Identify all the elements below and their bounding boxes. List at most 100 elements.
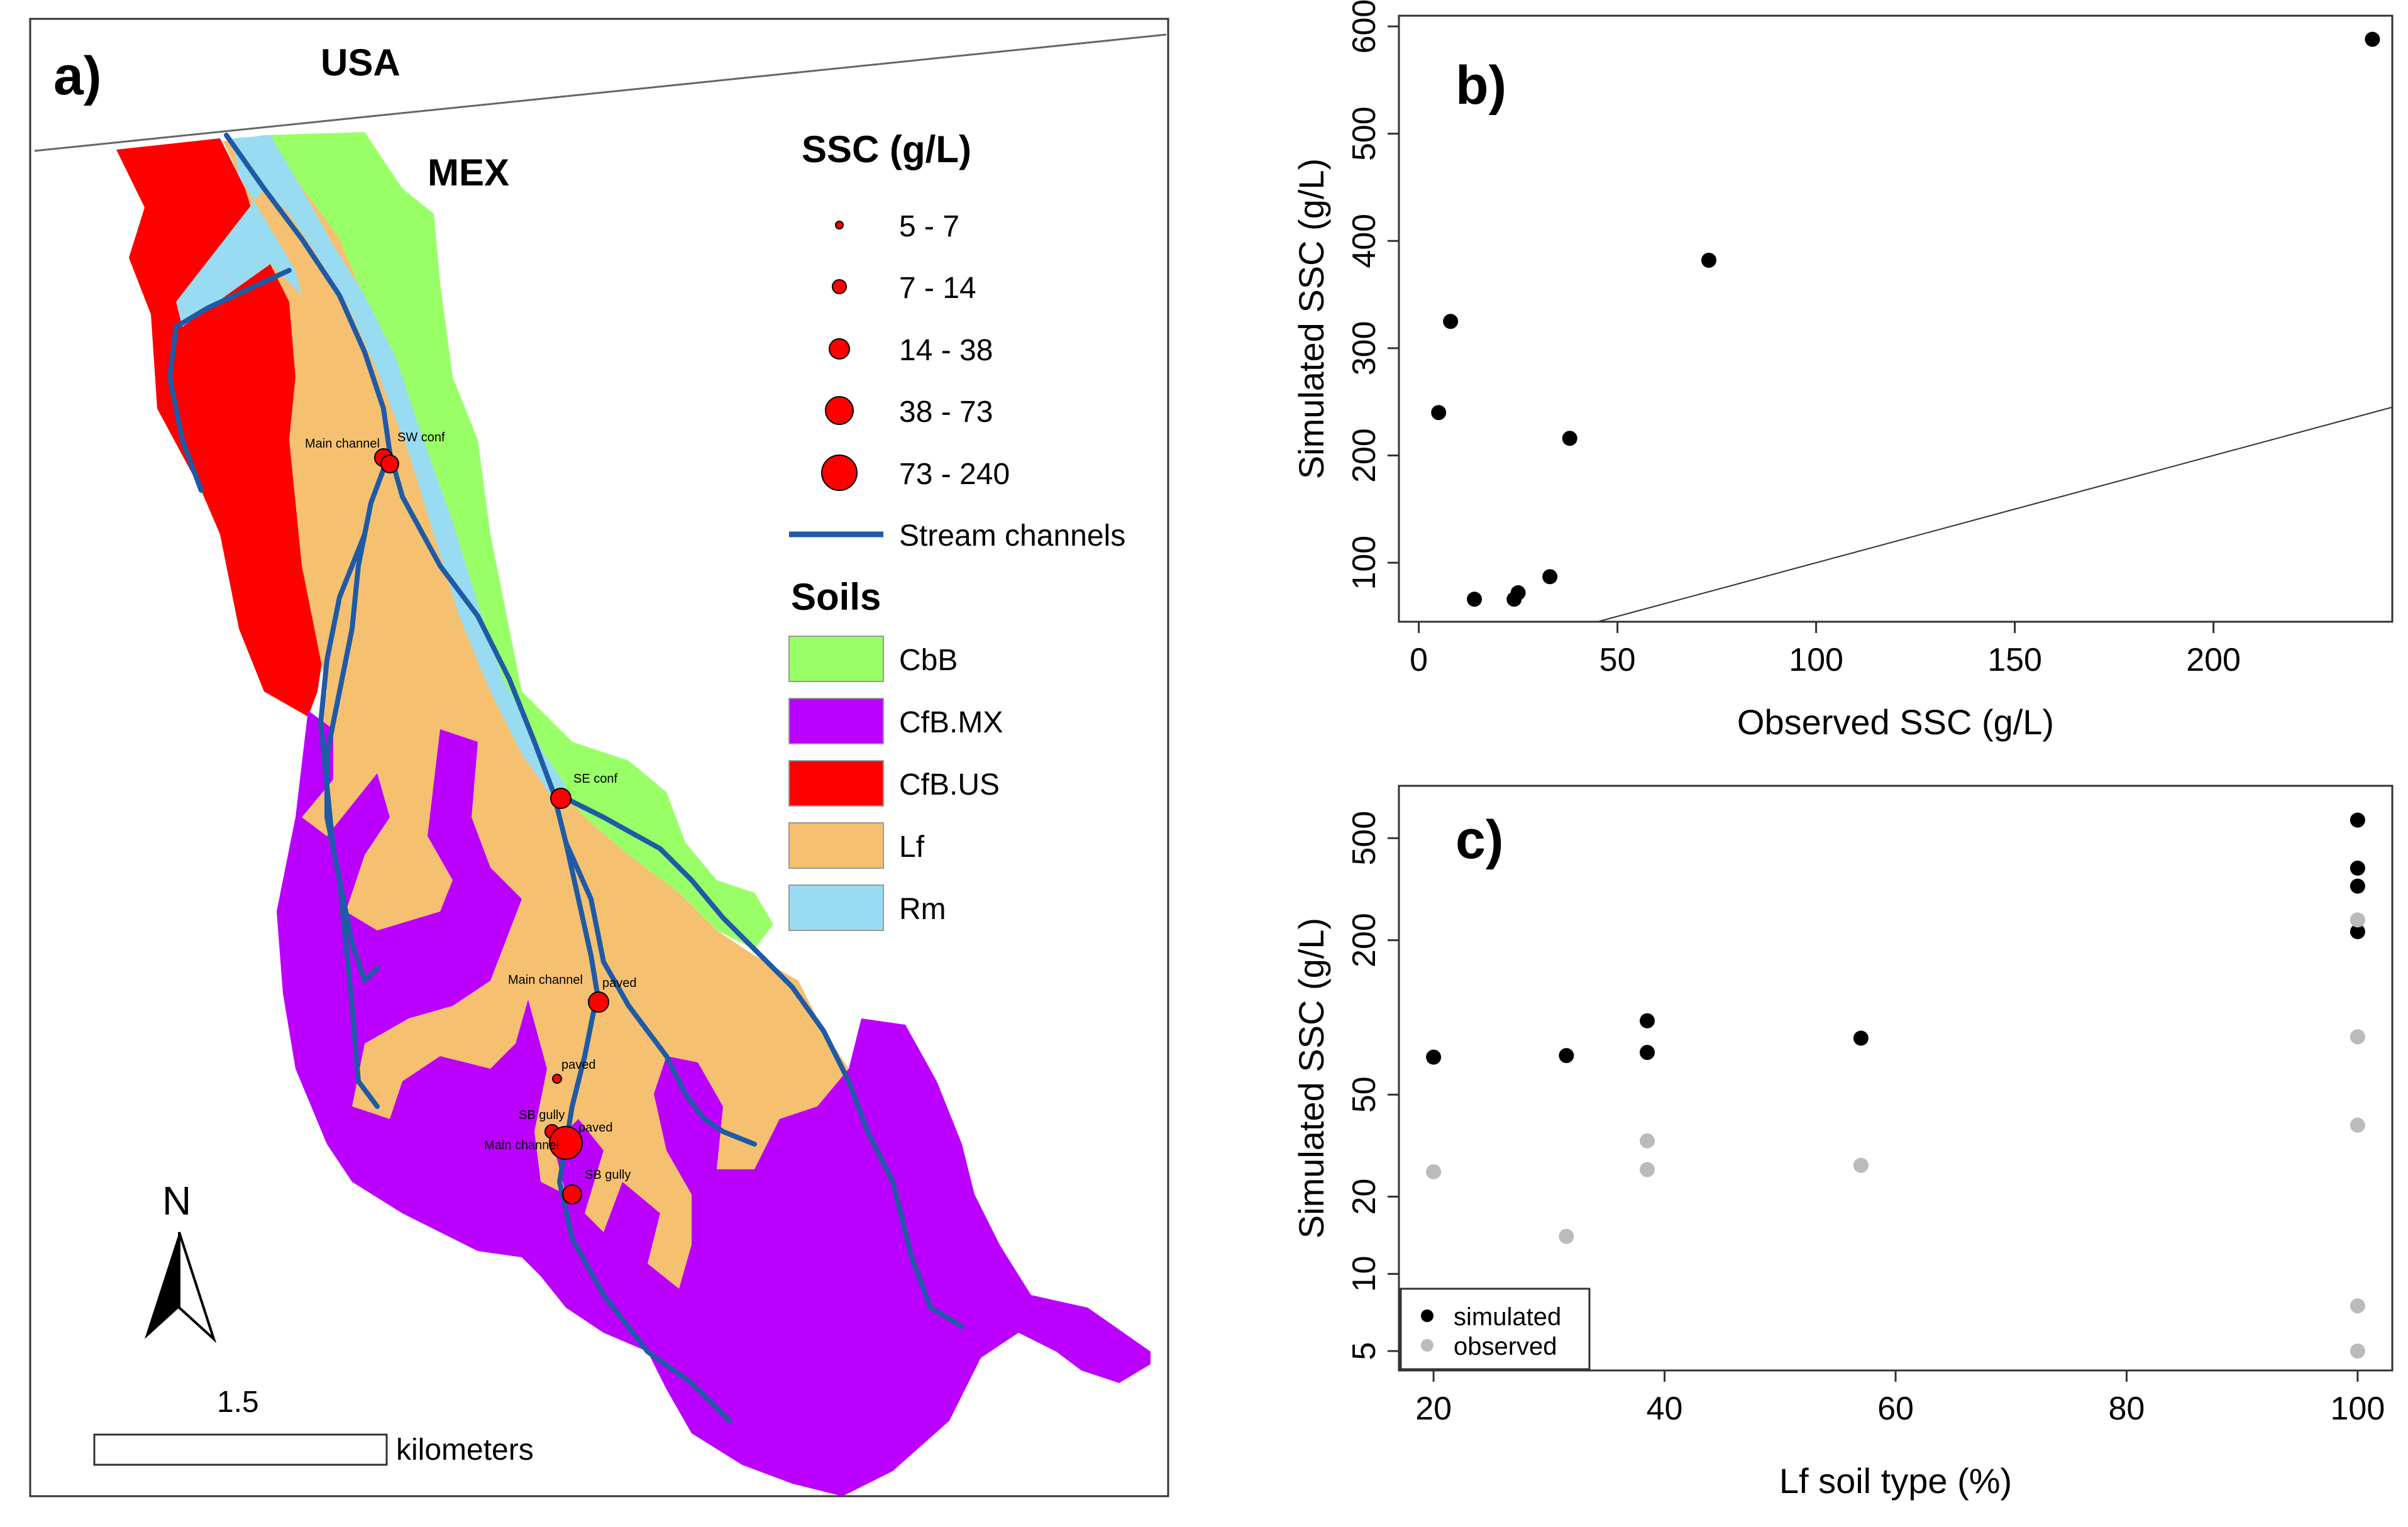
ssc-legend-label-5: 73 - 240 xyxy=(899,458,1010,491)
y-tick-label-c: 50 xyxy=(1346,1076,1383,1113)
soil-label-cfb-us: CfB.US xyxy=(899,768,1000,802)
soil-polygon-lf xyxy=(223,135,849,1352)
ssc-legend-symbol-2 xyxy=(832,279,847,294)
legend-label-observed: observed xyxy=(1454,1333,1557,1360)
data-point-b xyxy=(1510,585,1526,600)
panel-c-label: c) xyxy=(1455,810,1503,870)
x-axis-label-c: Lf soil type (%) xyxy=(1779,1461,2012,1501)
chart-panel-c: c) 20 40 60 80 100 5 10 20 50 200 500 Lf soil typ… xyxy=(1291,785,2394,1501)
site-label-paved-1: paved xyxy=(602,976,637,990)
data-point-simulated xyxy=(2350,860,2365,876)
x-tick-label-c: 40 xyxy=(1647,1391,1683,1427)
ssc-legend: 5 - 7 7 - 14 14 - 38 38 - 73 73 - 240 St… xyxy=(789,210,1125,553)
site-label-sb-gully-1: SB gully xyxy=(519,1108,565,1122)
legend-swatch-observed xyxy=(1421,1339,1433,1352)
x-tick-label-c: 60 xyxy=(1877,1391,1914,1427)
map-frame xyxy=(29,18,1169,1497)
legend-label-simulated: simulated xyxy=(1454,1303,1561,1331)
soil-swatch-cfb-mx xyxy=(788,698,884,744)
stream-channels xyxy=(167,133,964,1423)
soil-polygon-rm xyxy=(176,135,566,798)
y-tick-label-c: 200 xyxy=(1346,913,1383,967)
data-point-b xyxy=(1701,253,1716,268)
data-point-simulated xyxy=(2350,878,2365,894)
site-markers xyxy=(374,448,609,1205)
soil-label-cbb: CbB xyxy=(899,644,958,677)
data-point-simulated xyxy=(2350,923,2365,939)
y-tick-label-b: 400 xyxy=(1346,214,1383,268)
data-point-observed xyxy=(2350,1029,2365,1045)
x-tick-label-c: 80 xyxy=(2109,1391,2145,1427)
x-tick-label-b: 150 xyxy=(1987,642,2042,678)
data-point-observed xyxy=(1426,1164,1442,1179)
data-point-b xyxy=(1431,405,1447,421)
soil-polygon-cfb-mx xyxy=(277,710,1151,1496)
site-marker-sb-gully-2 xyxy=(562,1184,582,1205)
data-point-b xyxy=(2365,31,2380,47)
data-point-simulated xyxy=(1426,1049,1442,1065)
stream-south xyxy=(557,991,732,1423)
soil-swatch-cfb-us xyxy=(788,760,884,807)
legend-c: simulated observed xyxy=(1400,1287,1591,1370)
scale-bar xyxy=(93,1433,388,1466)
site-label-sb-gully-2: SB gully xyxy=(585,1168,631,1182)
soil-label-lf: Lf xyxy=(899,830,925,864)
x-tick-label-c: 100 xyxy=(2331,1391,2385,1427)
data-point-b xyxy=(1443,314,1459,329)
map-panel: Main channel SW conf SE conf Main channe… xyxy=(29,18,1169,1497)
soil-swatch-cbb xyxy=(788,636,884,682)
scale-bar-value: 1.5 xyxy=(217,1386,259,1419)
y-tick-label-b: 200 xyxy=(1346,428,1383,483)
site-marker-sw-conf xyxy=(380,455,399,473)
data-point-observed xyxy=(1640,1133,1655,1149)
scale-bar-unit: kilometers xyxy=(396,1433,534,1467)
y-tick-label-b: 300 xyxy=(1346,321,1383,376)
y-tick-label-b: 600 xyxy=(1346,0,1383,53)
site-marker-main-channel-3 xyxy=(549,1126,583,1160)
data-point-simulated xyxy=(2350,812,2365,828)
stream-east xyxy=(557,793,964,1329)
data-point-b xyxy=(1562,431,1577,446)
north-label: N xyxy=(162,1178,191,1223)
legend-box-c xyxy=(1400,1287,1591,1370)
points-c xyxy=(1426,812,2365,1359)
y-axis-label-c: Simulated SSC (g/L) xyxy=(1291,918,1331,1238)
plot-frame-b xyxy=(1398,14,2394,623)
soil-swatch-rm xyxy=(788,885,884,931)
x-tick-label-b: 100 xyxy=(1789,642,1843,678)
data-point-observed xyxy=(2350,1117,2365,1133)
data-point-observed xyxy=(1559,1228,1574,1244)
ssc-legend-symbol-5 xyxy=(821,455,858,491)
data-point-observed xyxy=(2350,1343,2365,1359)
soil-label-cfb-mx: CfB.MX xyxy=(899,706,1003,739)
y-tick-label-c: 10 xyxy=(1346,1255,1383,1292)
stream-middle xyxy=(563,840,757,1147)
y-tick-label-c: 500 xyxy=(1346,811,1383,866)
data-point-simulated xyxy=(1559,1048,1574,1064)
plot-frame-c xyxy=(1398,785,2394,1372)
x-tick-label-b: 200 xyxy=(2186,642,2241,678)
y-axis-ticks-b: 100 200 300 400 500 600 xyxy=(1346,0,1399,590)
y-axis-label-b: Simulated SSC (g/L) xyxy=(1291,158,1331,479)
site-label-sw-conf: SW conf xyxy=(397,431,445,444)
reference-line-b xyxy=(1597,406,2393,622)
x-tick-label-b: 0 xyxy=(1410,642,1428,678)
site-label-main-channel-3: Main channel xyxy=(484,1138,559,1152)
stream-main xyxy=(224,133,600,996)
ssc-legend-label-4: 38 - 73 xyxy=(899,395,993,429)
country-label-mex: MEX xyxy=(428,152,509,194)
y-tick-label-c: 5 xyxy=(1346,1342,1383,1360)
y-tick-label-b: 500 xyxy=(1346,106,1383,161)
site-label-se-conf: SE conf xyxy=(573,772,617,786)
site-label-paved-2: paved xyxy=(561,1058,596,1072)
ssc-legend-label-3: 14 - 38 xyxy=(899,334,993,367)
site-label-main-channel-2: Main channel xyxy=(508,973,583,987)
data-point-observed xyxy=(1640,1162,1655,1177)
y-axis-ticks-c: 5 10 20 50 200 500 xyxy=(1346,811,1399,1360)
x-axis-ticks-c: 20 40 60 80 100 xyxy=(1415,1370,2385,1427)
data-point-observed xyxy=(2350,912,2365,928)
soil-swatch-lf xyxy=(788,822,884,869)
soil-label-rm: Rm xyxy=(899,893,946,926)
panel-a-label: a) xyxy=(53,46,101,106)
legend-swatch-simulated xyxy=(1421,1309,1433,1322)
